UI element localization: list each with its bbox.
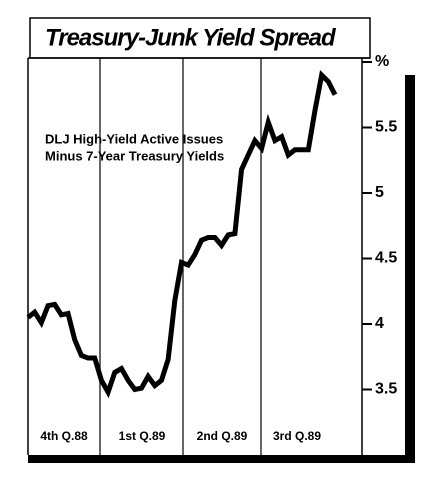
- bottom-bar: [28, 455, 415, 463]
- line: [26, 70, 338, 399]
- y-tick-label: 4: [375, 315, 384, 332]
- period-label: 2nd Q.89: [197, 429, 248, 443]
- y-tick-label: %: [375, 53, 389, 70]
- period-label: 1st Q.89: [119, 429, 166, 443]
- annotation: DLJ High-Yield Active Issues: [45, 131, 223, 146]
- right-bar: [405, 75, 415, 463]
- chart-title: Treasury-Junk Yield Spread: [45, 24, 337, 51]
- y-tick-label: 4.5: [375, 250, 397, 267]
- period-label: 4th Q.88: [40, 429, 88, 443]
- y-tick-label: 5.5: [375, 119, 397, 136]
- y-tick-label: 5: [375, 184, 384, 201]
- y-tick-label: 3.5: [375, 381, 397, 398]
- period-label: 3rd Q.89: [273, 429, 321, 443]
- annotation: Minus 7-Year Treasury Yields: [45, 148, 224, 163]
